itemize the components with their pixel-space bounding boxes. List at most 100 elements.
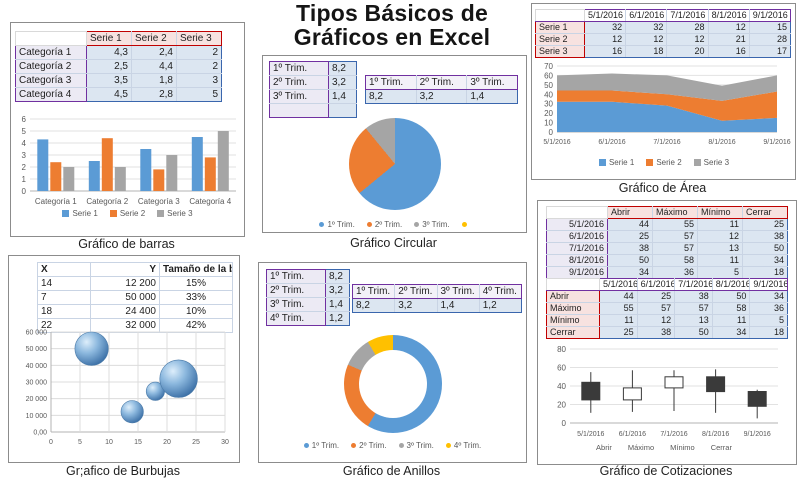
svg-text:6: 6	[22, 115, 27, 124]
area-series	[557, 73, 777, 101]
table-cell: Categoría 4	[15, 87, 87, 102]
table-cell: 6/1/2016	[546, 230, 608, 243]
table-cell: Máximo	[546, 302, 600, 315]
table-cell: 12	[583, 33, 627, 46]
table-cell: 22	[37, 318, 91, 333]
table-row: Categoría 4 4,5 2,8 5	[15, 87, 222, 102]
table-cell: 13	[674, 314, 713, 327]
svg-text:10: 10	[105, 439, 113, 446]
donut-data-table-vertical: 1º Trim. 8,2 2º Trim. 3,2 3º Trim. 1,4 4º Trim…	[266, 269, 350, 326]
table-cell: 34	[749, 290, 788, 303]
pie-data-table-vertical: 1º Trim. 8,2 2º Trim. 3,2 3º Trim. 1,4	[269, 61, 357, 118]
table-cell: 20	[666, 45, 709, 58]
bar-rect	[191, 137, 203, 191]
table-header-row: 5/1/2016 6/1/2016 7/1/2016 8/1/2016 9/1/2016	[546, 278, 788, 291]
legend-item: Serie 1	[62, 209, 98, 218]
table-cell: 25	[742, 218, 788, 231]
bar-rect	[88, 161, 100, 191]
table-row: 14 12 200 15%	[37, 276, 233, 291]
chart-legend: Serie 1 Serie 2 Serie 3	[62, 209, 193, 218]
table-cell: 3	[176, 73, 222, 88]
svg-text:4: 4	[22, 139, 27, 148]
area-data-table: 5/1/2016 6/1/2016 7/1/2016 8/1/2016 9/1/2016…	[535, 9, 792, 58]
svg-text:5/1/2016: 5/1/2016	[577, 431, 604, 438]
pie-data-table-horizontal: 1º Trim. 2º Trim. 3º Trim. 8,2 3,2 1,4	[365, 75, 518, 104]
pie-chart: 1º Trim. 2º Trim. 3º Trim.	[263, 118, 526, 229]
table-cell: 12	[636, 314, 676, 327]
chart-svg: 0 20 40 60 80 5/1/2016 6/1/2016 7/1/2016 8/1/201…	[557, 345, 778, 438]
legend-item: 1º Trim.	[319, 220, 355, 229]
table-cell: 32 000	[90, 318, 160, 333]
legend-item: Serie 1	[598, 158, 634, 167]
bar-rect	[50, 162, 62, 191]
table-row: 3º Trim. 1,4	[266, 297, 350, 312]
table-cell: 12	[707, 21, 750, 34]
table-row: 5/1/2016 44 55 11 25	[546, 218, 788, 231]
table-cell: 13	[697, 242, 743, 255]
svg-text:30: 30	[221, 439, 229, 446]
svg-text:5/1/2016: 5/1/2016	[543, 139, 570, 146]
table-cell: 9/1/2016	[748, 9, 792, 22]
table-cell: 8/1/2016	[707, 9, 750, 22]
legend-item: Serie 2	[109, 209, 145, 218]
table-cell: 25	[607, 230, 653, 243]
bar-data-table: Serie 1 Serie 2 Serie 3 Categoría 1 4,3 2,4 2 C…	[15, 31, 222, 102]
table-cell	[535, 9, 585, 22]
table-row: 1º Trim. 8,2	[266, 269, 350, 284]
table-cell: Serie 3	[535, 45, 585, 58]
table-cell: 2,8	[131, 87, 177, 102]
table-cell: 16	[707, 45, 750, 58]
chart-svg: 0,00 10 000 20 000 30 000 40 000 50 000 60 000…	[26, 330, 229, 447]
svg-text:5: 5	[22, 127, 27, 136]
table-cell: 7	[37, 290, 91, 305]
table-cell: 1,2	[478, 298, 523, 313]
table-cell: 5/1/2016	[599, 278, 638, 291]
table-cell: 58	[652, 254, 698, 267]
table-cell: 3º Trim.	[269, 89, 329, 104]
bubble	[74, 331, 109, 366]
stock-data-table-horizontal: 5/1/2016 6/1/2016 7/1/2016 8/1/2016 9/1/2016…	[546, 278, 788, 339]
table-cell: 50 000	[90, 290, 160, 305]
svg-text:1: 1	[22, 175, 27, 184]
table-cell: 36	[652, 266, 698, 279]
table-cell: 3,5	[86, 73, 132, 88]
stock-chart-caption: Gráfico de Cotizaciones	[599, 464, 733, 478]
table-row: 8,2 3,2 1,4	[365, 89, 518, 104]
svg-text:70: 70	[544, 62, 553, 71]
table-cell: Y	[90, 262, 160, 277]
svg-text:40: 40	[544, 90, 553, 99]
stock-chart-panel: Abrir Máximo Mínimo Cerrar 5/1/2016 44 55 11 25 6…	[537, 200, 797, 465]
svg-text:20: 20	[557, 401, 566, 410]
table-cell: 34	[607, 266, 653, 279]
table-cell: 57	[674, 302, 713, 315]
table-cell: 28	[748, 33, 792, 46]
table-cell: Categoría 1	[15, 45, 87, 60]
bar-rect	[63, 167, 75, 191]
legend-item: 4º Trim.	[445, 441, 481, 450]
table-cell: 38	[674, 290, 713, 303]
table-cell: 50	[711, 290, 751, 303]
table-cell: 8/1/2016	[546, 254, 608, 267]
table-cell: 2º Trim.	[269, 75, 329, 90]
table-row	[269, 103, 357, 118]
svg-text:20 000: 20 000	[26, 396, 48, 403]
table-cell: 58	[711, 302, 751, 315]
table-cell: 1,4	[325, 297, 350, 312]
table-cell: 3º Trim.	[466, 75, 518, 90]
svg-text:20: 20	[544, 109, 553, 118]
table-cell: 2	[176, 45, 222, 60]
table-cell: 7/1/2016	[666, 9, 709, 22]
bar-chart-panel: Serie 1 Serie 2 Serie 3 Categoría 1 4,3 2,4 2 C…	[10, 22, 245, 237]
bubble	[120, 400, 144, 424]
bubble-chart-caption: Gr;afico de Burbujas	[66, 464, 180, 478]
area-chart: 0 10 20 30 40 50 60 70 5/1/2016 6/1/2016 7/1/2016 8…	[535, 60, 793, 167]
table-cell: 1º Trim.	[365, 75, 417, 90]
table-cell: 38	[742, 230, 788, 243]
page-title: Tipos Básicos de Gráficos en Excel	[293, 0, 491, 50]
table-cell: Categoría 2	[15, 59, 87, 74]
svg-text:Categoría 3: Categoría 3	[138, 197, 180, 206]
bar-rect	[140, 149, 152, 191]
table-cell: Serie 3	[176, 31, 222, 46]
